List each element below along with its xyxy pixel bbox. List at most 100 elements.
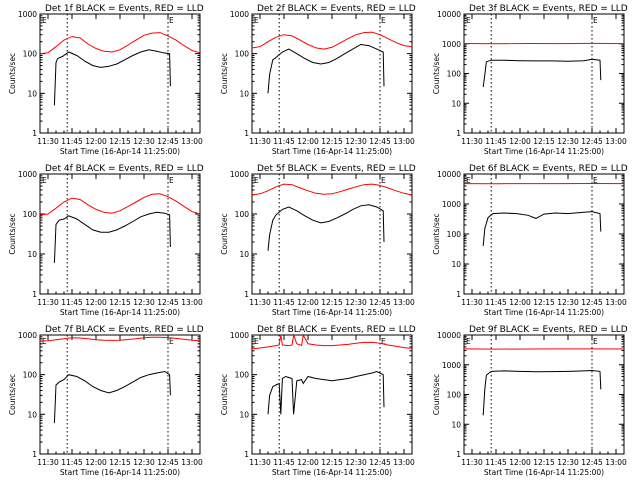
panel-9-x-tick-label: 12:00 bbox=[509, 458, 531, 467]
panel-9-x-tick-label: 12:30 bbox=[557, 458, 579, 467]
panel-5-y-axis-label: Counts/sec bbox=[220, 213, 229, 254]
panel-2-x-tick-label: 12:30 bbox=[345, 137, 367, 146]
panel-6-y-tick-label: 100 bbox=[447, 230, 462, 239]
panel-1-events-line bbox=[53, 49, 171, 106]
panel-1-y-tick-label: 1000 bbox=[18, 10, 37, 19]
panel-4-x-tick-label: 11:45 bbox=[61, 298, 83, 307]
panel-4-x-tick-label: 12:00 bbox=[85, 298, 107, 307]
panel-6-event-marker-label: E bbox=[593, 176, 598, 185]
panel-6-y-axis-label: Counts/sec bbox=[432, 213, 441, 254]
panel-3-y-tick-label: 10 bbox=[451, 99, 461, 108]
panel-6-x-tick-label: 12:15 bbox=[533, 298, 555, 307]
panel-3-plot-frame bbox=[463, 13, 625, 134]
panel-1-title: Det 1f BLACK = Events, RED = LLD bbox=[45, 4, 204, 14]
panel-4: Det 4f BLACK = Events, RED = LLD 1 10 100 10… bbox=[8, 164, 204, 317]
panel-2-event-marker-label: E bbox=[254, 16, 259, 25]
panel-3-event-marker-label: E bbox=[466, 16, 471, 25]
panel-5-y-tick-label: 10 bbox=[239, 250, 249, 259]
panel-5-x-tick-label: 13:00 bbox=[393, 298, 415, 307]
panel-8-y-tick-label: 1000 bbox=[230, 331, 249, 340]
panel-4-title: Det 4f BLACK = Events, RED = LLD bbox=[45, 164, 204, 174]
panel-8-plot-frame bbox=[251, 334, 413, 455]
panel-3-title: Det 3f BLACK = Events, RED = LLD bbox=[469, 4, 628, 14]
panel-6-x-tick-label: 12:30 bbox=[557, 298, 579, 307]
panel-1-x-tick-label: 11:30 bbox=[37, 137, 59, 146]
panel-4-x-tick-label: 12:45 bbox=[157, 298, 179, 307]
panel-2-x-tick-label: 11:30 bbox=[249, 137, 271, 146]
panel-6-event-marker-label: E bbox=[466, 176, 471, 185]
panel-4-event-marker-label: E bbox=[169, 176, 174, 185]
panel-7-y-tick-label: 10 bbox=[27, 410, 37, 419]
panel-5-events-line bbox=[267, 204, 385, 251]
panel-8-x-tick-label: 11:45 bbox=[273, 458, 295, 467]
panel-6-x-tick-label: 12:45 bbox=[581, 298, 603, 307]
panel-3-y-tick-label: 100 bbox=[447, 70, 462, 79]
panel-2-x-tick-label: 13:00 bbox=[393, 137, 415, 146]
panel-5-x-tick-label: 12:45 bbox=[369, 298, 391, 307]
panel-6-y-tick-label: 1000 bbox=[442, 200, 461, 209]
panel-9-y-tick-label: 10 bbox=[451, 420, 461, 429]
panel-8-y-tick-label: 10 bbox=[239, 410, 249, 419]
panel-6-x-tick-label: 11:45 bbox=[485, 298, 507, 307]
panel-7-x-tick-label: 11:45 bbox=[61, 458, 83, 467]
panel-2-x-axis-label: Start Time (16-Apr-14 11:25:00) bbox=[272, 147, 392, 156]
panel-1-x-tick-label: 12:30 bbox=[133, 137, 155, 146]
panel-8-x-tick-label: 13:00 bbox=[393, 458, 415, 467]
panel-4-plot-frame bbox=[39, 173, 201, 295]
panel-6-y-tick-label: 10000 bbox=[437, 170, 461, 179]
panel-1: Det 1f BLACK = Events, RED = LLD 1 10 100 10… bbox=[8, 4, 204, 156]
panel-7: Det 7f BLACK = Events, RED = LLD 1 10 100 10… bbox=[8, 325, 204, 477]
panel-1-x-tick-label: 12:00 bbox=[85, 137, 107, 146]
panel-5: Det 5f BLACK = Events, RED = LLD 1 10 100 10… bbox=[220, 164, 416, 317]
panel-6-title: Det 6f BLACK = Events, RED = LLD bbox=[469, 164, 628, 174]
panel-8-events-line bbox=[267, 370, 385, 415]
panel-7-x-tick-label: 12:00 bbox=[85, 458, 107, 467]
panel-2-x-tick-label: 12:45 bbox=[369, 137, 391, 146]
panel-7-y-tick-label: 1 bbox=[32, 450, 37, 459]
panel-5-event-marker-label: E bbox=[254, 176, 259, 185]
panel-1-x-tick-label: 13:00 bbox=[181, 137, 203, 146]
panel-3-x-tick-label: 12:15 bbox=[533, 137, 555, 146]
panel-2-title: Det 2f BLACK = Events, RED = LLD bbox=[257, 4, 416, 14]
panel-4-y-tick-label: 10 bbox=[27, 250, 37, 259]
panel-7-x-tick-label: 12:30 bbox=[133, 458, 155, 467]
panel-8-y-tick-label: 100 bbox=[235, 371, 250, 380]
panel-5-y-tick-label: 100 bbox=[235, 210, 250, 219]
panel-2-x-tick-label: 12:15 bbox=[321, 137, 343, 146]
panel-2-y-tick-label: 1000 bbox=[230, 10, 249, 19]
panel-2-x-tick-label: 11:45 bbox=[273, 137, 295, 146]
panel-1-y-tick-label: 100 bbox=[23, 50, 38, 59]
panel-7-y-tick-label: 1000 bbox=[18, 331, 37, 340]
panel-7-x-tick-label: 11:30 bbox=[37, 458, 59, 467]
panel-4-y-tick-label: 1 bbox=[32, 290, 37, 299]
panel-9: Det 9f BLACK = Events, RED = LLD 1 10 100 10… bbox=[432, 325, 628, 477]
panel-2-lld-line bbox=[251, 31, 413, 50]
panel-8-y-axis-label: Counts/sec bbox=[220, 374, 229, 415]
panel-9-y-tick-label: 1 bbox=[456, 450, 461, 459]
panel-4-events-line bbox=[53, 211, 171, 263]
panel-1-y-tick-label: 1 bbox=[32, 129, 37, 138]
panel-4-y-tick-label: 1000 bbox=[18, 170, 37, 179]
panel-7-plot-frame bbox=[39, 334, 201, 455]
panel-5-x-tick-label: 12:15 bbox=[321, 298, 343, 307]
panel-4-y-tick-label: 100 bbox=[23, 210, 38, 219]
panel-1-event-marker-label: E bbox=[42, 16, 47, 25]
panel-1-plot-frame bbox=[39, 13, 201, 134]
panel-2-events-line bbox=[267, 43, 385, 94]
panel-7-event-marker-label: E bbox=[169, 337, 174, 346]
panel-9-y-tick-label: 100 bbox=[447, 391, 462, 400]
panel-7-y-axis-label: Counts/sec bbox=[8, 374, 17, 415]
panel-5-plot-frame bbox=[251, 173, 413, 295]
panel-2-event-marker-label: E bbox=[381, 16, 386, 25]
panel-9-x-tick-label: 13:00 bbox=[605, 458, 627, 467]
panel-8-x-axis-label: Start Time (16-Apr-14 11:25:00) bbox=[272, 468, 392, 477]
panel-1-x-tick-label: 11:45 bbox=[61, 137, 83, 146]
panel-3-y-tick-label: 1000 bbox=[442, 40, 461, 49]
panel-3-x-tick-label: 12:00 bbox=[509, 137, 531, 146]
panel-3-x-tick-label: 12:45 bbox=[581, 137, 603, 146]
panel-8-x-tick-label: 12:45 bbox=[369, 458, 391, 467]
panel-5-title: Det 5f BLACK = Events, RED = LLD bbox=[257, 164, 416, 174]
panel-9-y-axis-label: Counts/sec bbox=[432, 374, 441, 415]
panel-6: Det 6f BLACK = Events, RED = LLD 1 10 100 10… bbox=[432, 164, 628, 317]
